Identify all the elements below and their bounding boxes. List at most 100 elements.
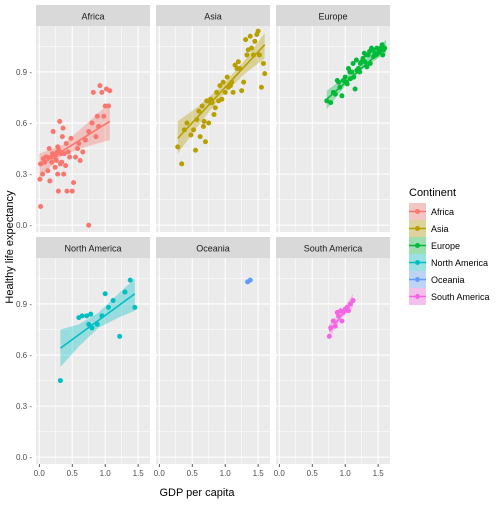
data-point xyxy=(80,149,86,155)
data-point xyxy=(229,79,235,85)
data-point xyxy=(350,298,356,304)
data-point xyxy=(73,154,79,160)
data-point xyxy=(351,74,357,80)
data-point xyxy=(191,127,197,133)
data-point xyxy=(132,304,138,310)
data-point xyxy=(344,81,350,87)
facet-panel-north-america: North America xyxy=(36,237,150,464)
legend-title: Continent xyxy=(409,187,456,199)
data-point xyxy=(59,159,65,165)
legend-key-point xyxy=(415,260,420,265)
x-tick-label: 0.5 xyxy=(187,469,199,478)
data-point xyxy=(97,83,103,89)
data-point xyxy=(57,378,63,384)
data-point xyxy=(247,33,253,39)
data-point xyxy=(175,144,181,150)
data-point xyxy=(101,113,107,119)
panel-grid xyxy=(276,26,390,232)
data-point xyxy=(59,134,65,140)
facet-strip-label: North America xyxy=(64,244,121,254)
data-point xyxy=(380,52,386,58)
data-point xyxy=(251,52,257,58)
data-point xyxy=(328,100,334,106)
legend-item: Europe xyxy=(409,237,460,254)
data-point xyxy=(89,120,95,126)
data-point xyxy=(208,100,214,106)
y-tick-label: 0.0 - xyxy=(16,453,32,462)
facet-strip xyxy=(276,5,390,26)
data-point xyxy=(326,333,332,339)
legend-key-point xyxy=(415,294,420,299)
data-point xyxy=(67,154,73,160)
data-point xyxy=(349,69,355,75)
data-point xyxy=(105,304,111,310)
legend-label: Asia xyxy=(431,224,449,234)
panel-grid xyxy=(276,258,390,464)
data-point xyxy=(61,151,67,157)
data-point xyxy=(90,89,96,95)
legend-item: Oceania xyxy=(409,271,465,288)
y-tick-label: 0.6 - xyxy=(16,119,32,128)
data-point xyxy=(127,277,133,283)
data-point xyxy=(55,188,61,194)
data-point xyxy=(89,325,95,331)
data-point xyxy=(337,84,343,90)
facet-panels: Africa Asia Europe North America Oceania Sout… xyxy=(36,5,390,464)
panel-background xyxy=(276,258,390,464)
confidence-band xyxy=(177,32,265,154)
facet-panel-asia: Asia xyxy=(156,5,270,232)
legend-label: Europe xyxy=(431,241,460,251)
data-point xyxy=(53,157,59,163)
data-point xyxy=(244,52,250,58)
facet-panel-africa: Africa xyxy=(36,5,150,232)
data-point xyxy=(49,159,55,165)
data-point xyxy=(219,96,225,102)
y-axis-ticks-top-row: 0.0 - 0.3 - 0.6 - 0.9 - xyxy=(16,68,32,230)
data-point xyxy=(247,277,253,283)
data-point xyxy=(201,118,207,124)
data-point xyxy=(230,89,236,95)
data-point xyxy=(206,120,212,126)
data-point xyxy=(99,313,105,319)
data-point xyxy=(237,66,243,72)
data-point xyxy=(84,313,90,319)
data-point xyxy=(102,291,108,297)
data-point xyxy=(256,52,262,58)
data-point xyxy=(105,103,111,109)
data-point xyxy=(239,88,245,94)
data-point xyxy=(76,140,82,146)
data-point xyxy=(332,91,338,97)
data-point xyxy=(222,89,228,95)
facet-panel-europe: Europe xyxy=(276,5,390,232)
x-axis-title: GDP per capita xyxy=(159,487,235,499)
data-point xyxy=(63,163,69,169)
data-point xyxy=(352,86,358,92)
panel-grid xyxy=(36,26,150,232)
facet-strip-label: Africa xyxy=(81,12,104,22)
data-point xyxy=(214,89,220,95)
legend-label: Africa xyxy=(431,207,454,217)
legend-item: Asia xyxy=(409,220,449,237)
data-point xyxy=(345,308,351,314)
data-point xyxy=(347,301,353,307)
panel-background xyxy=(36,26,150,232)
facet-strip xyxy=(156,5,270,26)
data-point xyxy=(357,69,363,75)
x-tick-label: 1.5 xyxy=(133,469,145,478)
data-point xyxy=(194,117,200,123)
data-point xyxy=(362,59,368,65)
data-point xyxy=(50,129,56,135)
facet-strip-label: Oceania xyxy=(196,244,230,254)
regression-line xyxy=(177,44,266,139)
data-point xyxy=(86,321,92,327)
data-point xyxy=(249,45,255,51)
data-point xyxy=(217,83,223,89)
data-point xyxy=(52,164,58,170)
data-point xyxy=(260,60,266,66)
legend-item: Africa xyxy=(409,203,454,220)
data-point xyxy=(68,135,74,141)
data-point xyxy=(82,137,88,143)
data-point xyxy=(99,89,105,95)
